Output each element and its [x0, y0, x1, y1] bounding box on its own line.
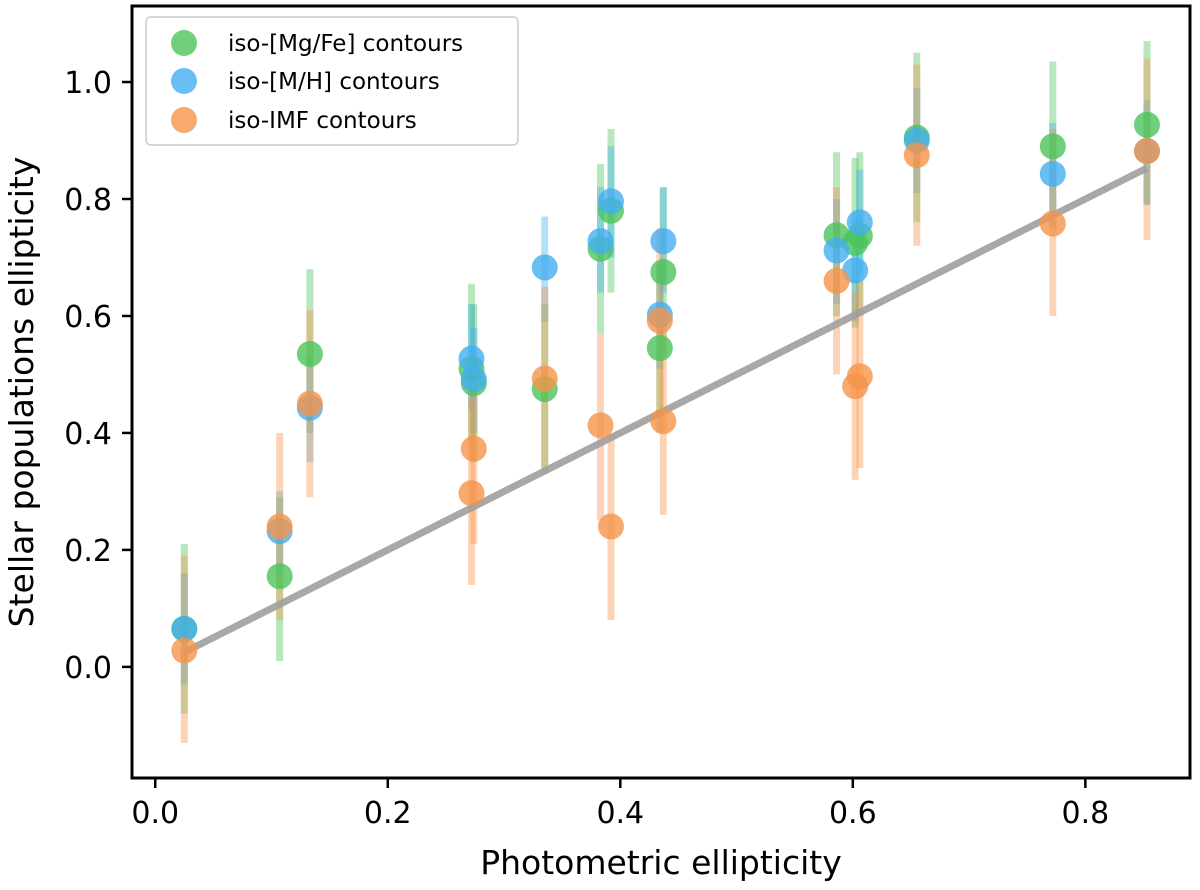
- legend-marker-mgfe: [171, 30, 197, 56]
- y-axis-label: Stellar populations ellipticity: [2, 157, 41, 628]
- x-tick-label: 0.8: [1062, 796, 1110, 831]
- data-point-series-1: [846, 209, 873, 236]
- y-tick-label: 0.0: [64, 651, 112, 686]
- legend-label-mgfe: iso-[Mg/Fe] contours: [228, 31, 463, 57]
- y-tick-label: 0.6: [64, 300, 112, 335]
- data-point-series-0: [1133, 111, 1160, 138]
- data-point-series-2: [650, 408, 677, 435]
- data-point-series-2: [823, 267, 850, 294]
- y-tick-label: 0.4: [64, 417, 112, 452]
- data-point-series-1: [531, 254, 558, 281]
- x-tick-label: 0.2: [364, 796, 412, 831]
- legend: iso-[Mg/Fe] contours iso-[M/H] contours …: [145, 16, 519, 146]
- x-axis: 0.0 0.2 0.4 0.6 0.8: [131, 778, 1109, 831]
- data-point-series-2: [1039, 210, 1066, 237]
- data-point-series-2: [531, 365, 558, 392]
- points-layer: [171, 111, 1160, 664]
- data-point-series-0: [266, 563, 293, 590]
- data-point-series-2: [460, 435, 487, 462]
- legend-label-mh: iso-[M/H] contours: [228, 69, 440, 95]
- data-point-series-2: [598, 513, 625, 540]
- y-axis: 0.0 0.2 0.4 0.6 0.8 1.0: [64, 66, 132, 686]
- data-point-series-2: [587, 412, 614, 439]
- y-tick-label: 1.0: [64, 66, 112, 101]
- x-tick-label: 0.0: [131, 796, 179, 831]
- data-point-series-1: [1039, 160, 1066, 187]
- data-point-series-2: [1133, 138, 1160, 165]
- data-point-series-1: [598, 188, 625, 215]
- x-axis-label: Photometric ellipticity: [480, 843, 842, 882]
- legend-marker-mh: [171, 68, 197, 94]
- data-point-series-2: [171, 637, 198, 664]
- data-point-series-1: [171, 615, 198, 642]
- data-point-series-1: [587, 228, 614, 255]
- x-tick-label: 0.4: [596, 796, 644, 831]
- data-point-series-2: [646, 307, 673, 334]
- data-point-series-0: [1039, 133, 1066, 160]
- y-tick-label: 0.8: [64, 183, 112, 218]
- data-point-series-2: [458, 480, 485, 507]
- legend-frame: [145, 16, 519, 146]
- data-point-series-1: [458, 345, 485, 372]
- legend-label-imf: iso-IMF contours: [228, 108, 417, 134]
- y-tick-label: 0.2: [64, 534, 112, 569]
- plot-frame: [130, 4, 1192, 780]
- data-point-series-2: [296, 390, 323, 417]
- legend-marker-imf: [171, 107, 197, 133]
- data-point-series-0: [650, 259, 677, 286]
- x-tick-label: 0.6: [829, 796, 877, 831]
- data-point-series-1: [823, 237, 850, 264]
- data-point-series-0: [646, 335, 673, 362]
- data-point-series-2: [903, 142, 930, 169]
- data-point-series-2: [846, 363, 873, 390]
- data-point-series-1: [460, 366, 487, 393]
- data-point-series-2: [266, 513, 293, 540]
- data-point-series-0: [296, 340, 323, 367]
- data-point-series-1: [650, 228, 677, 255]
